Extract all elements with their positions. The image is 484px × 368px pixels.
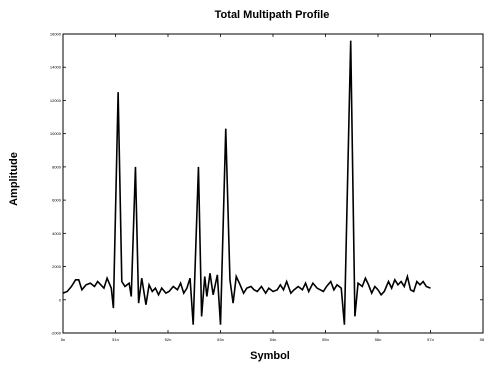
x-tick-label: 55n	[322, 337, 329, 342]
y-tick-label: 2000	[52, 264, 62, 269]
y-tick-label: 0	[59, 297, 62, 302]
x-tick-label: 52n	[165, 337, 172, 342]
x-tick-label: 54n	[270, 337, 277, 342]
x-tick-label: 56n	[375, 337, 382, 342]
series-line	[62, 40, 431, 325]
x-axis-label: Symbol	[250, 350, 290, 362]
x-tick-label: 53n	[217, 337, 224, 342]
plot-frame	[62, 33, 484, 334]
y-tick-label: 8000	[52, 164, 62, 169]
y-tick-label: 12000	[50, 98, 62, 103]
series-layer	[62, 40, 431, 325]
y-axis-label: Amplitude	[8, 152, 20, 206]
x-tick-label: 57n	[427, 337, 434, 342]
y-tick-label: 4000	[52, 231, 62, 236]
y-tick-label: 6000	[52, 198, 62, 203]
x-tick-label: 58n	[480, 337, 484, 342]
y-tick-label: 10000	[50, 131, 62, 136]
y-tick-label: -2000	[51, 331, 62, 336]
x-tick-label: 5n	[61, 337, 65, 342]
tick-group: 5n 51n 52n 53n 54n 55n 56n 57n 58n -2000 0 2000 4000…	[50, 32, 484, 343]
x-tick-label: 51n	[112, 337, 119, 342]
y-tick-label: 14000	[50, 65, 62, 70]
y-tick-label: 16000	[50, 32, 62, 37]
chart-title: Total Multipath Profile	[215, 9, 330, 21]
